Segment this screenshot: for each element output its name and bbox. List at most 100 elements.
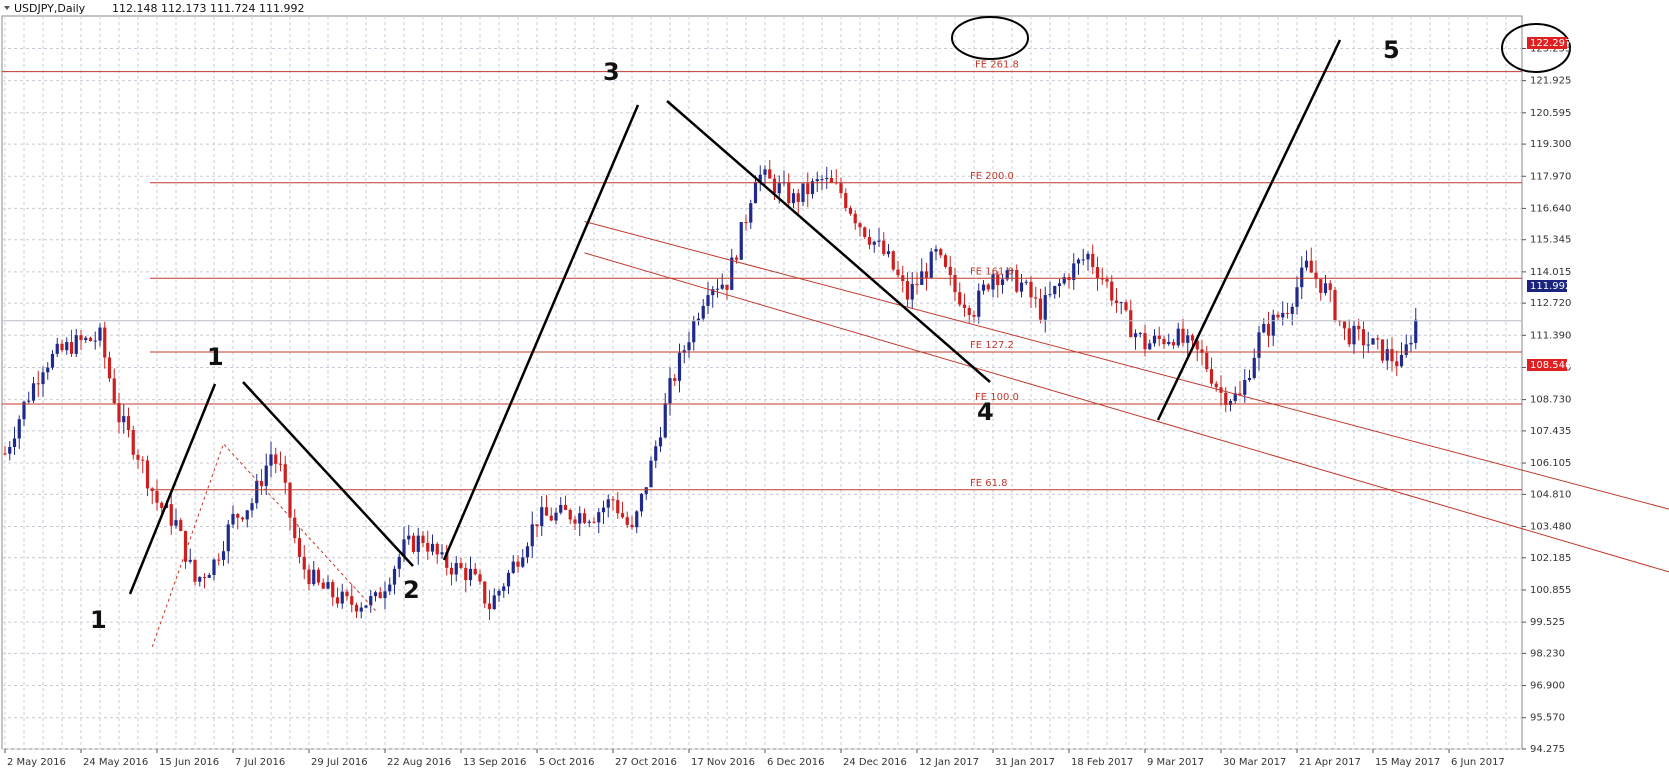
candle-body (877, 240, 881, 242)
candle-body (1034, 297, 1038, 299)
candle-body (468, 568, 473, 581)
candle-body (340, 591, 344, 604)
candle-body (1247, 377, 1252, 381)
candle-body (1053, 286, 1057, 295)
candle-body (915, 284, 919, 286)
candle-body (1319, 279, 1323, 293)
candle-body (269, 454, 273, 466)
y-tick-label: 94.275 (1530, 744, 1565, 755)
candle-body (12, 438, 17, 447)
y-tick-label: 115.345 (1530, 235, 1571, 246)
candle-body (1271, 314, 1275, 336)
candle-body (958, 292, 962, 305)
candle-body (430, 543, 435, 552)
candle-body (544, 507, 549, 516)
candle-body (335, 597, 340, 604)
candle-body (316, 569, 321, 583)
candle-body (98, 327, 102, 341)
candle-body (1205, 352, 1209, 370)
candle-body (221, 551, 226, 560)
candle-body (611, 499, 615, 501)
y-tick-label: 119.300 (1530, 139, 1571, 150)
candle-body (934, 249, 938, 252)
level-layer: FE 261.8 FE 200.0 FE 161.8 FE 127.2 FE 100.0… (2, 60, 1522, 491)
candle-body (630, 524, 634, 528)
candle-body (739, 222, 743, 260)
badge-122-text: 122.297 (1530, 38, 1571, 49)
candle-body (730, 257, 734, 290)
candle-body (454, 563, 458, 575)
y-tick-label: 104.810 (1530, 489, 1571, 500)
candle-body (763, 169, 767, 175)
header-dropdown-icon[interactable] (4, 6, 10, 10)
candle-body (1072, 263, 1076, 281)
candle-body (1366, 344, 1370, 346)
y-tick-label: 120.595 (1530, 108, 1571, 119)
candle-body (497, 590, 501, 596)
candle-body (725, 284, 729, 290)
candle-body (112, 378, 116, 404)
candle-body (350, 596, 354, 605)
candle-body (711, 289, 715, 296)
candle-body (715, 288, 720, 290)
candle-body (160, 502, 164, 508)
candle-body (1124, 302, 1128, 311)
x-tick-label: 7 Jul 2016 (235, 757, 285, 768)
y-tick-label: 95.570 (1530, 713, 1565, 724)
candle-body (554, 512, 558, 521)
candle-body (50, 353, 55, 368)
candle-body (1262, 324, 1266, 333)
candle-body (31, 383, 36, 401)
candle-body (1385, 349, 1389, 361)
candle-body (521, 557, 525, 567)
y-tick-label: 100.855 (1530, 585, 1571, 596)
candle-body (948, 266, 952, 275)
candle-body (126, 416, 131, 430)
candle-body (924, 271, 929, 278)
candle-body (1129, 310, 1133, 338)
candle-body (435, 543, 439, 555)
candle-body (473, 568, 477, 575)
candle-body (278, 463, 283, 465)
x-tick-label: 17 Nov 2016 (691, 757, 755, 768)
candle-body (787, 182, 791, 204)
candle-body (1252, 357, 1256, 378)
candle-body (293, 517, 297, 539)
candle-body (839, 183, 843, 194)
candle-body (1233, 393, 1237, 401)
candle-body (1243, 380, 1247, 395)
candle-body (131, 429, 135, 455)
candle-body (573, 519, 577, 524)
candle-body (597, 512, 601, 523)
candle-body (1314, 272, 1318, 280)
candle-body (986, 284, 990, 290)
candle-body (644, 487, 648, 494)
candle-body (863, 227, 867, 237)
candle-body (549, 515, 553, 521)
candle-body (283, 464, 287, 483)
candle-body (1309, 260, 1313, 273)
candle-body (1300, 267, 1304, 288)
candle-body (772, 178, 777, 194)
candle-body (107, 357, 112, 379)
candle-body (84, 337, 88, 341)
candle-body (502, 586, 506, 591)
candle-body (587, 521, 591, 523)
candle-body (525, 546, 530, 558)
candle-body (1024, 281, 1028, 283)
candle-body (953, 274, 957, 293)
candle-body (1062, 277, 1066, 284)
candle-body (492, 595, 496, 610)
candle-body (815, 179, 819, 182)
candle-body (8, 446, 12, 454)
candle-body (321, 582, 325, 589)
badge-current-bg (1527, 280, 1567, 292)
candle-body (1380, 339, 1385, 361)
fe-level-label: FE 200.0 (970, 171, 1014, 182)
candle-body (264, 465, 268, 486)
badge-108-text: 108.546 (1530, 360, 1571, 371)
candle-body (696, 318, 701, 321)
candle-body (1171, 341, 1176, 346)
candle-body (506, 572, 511, 587)
candle-body (1119, 302, 1123, 304)
